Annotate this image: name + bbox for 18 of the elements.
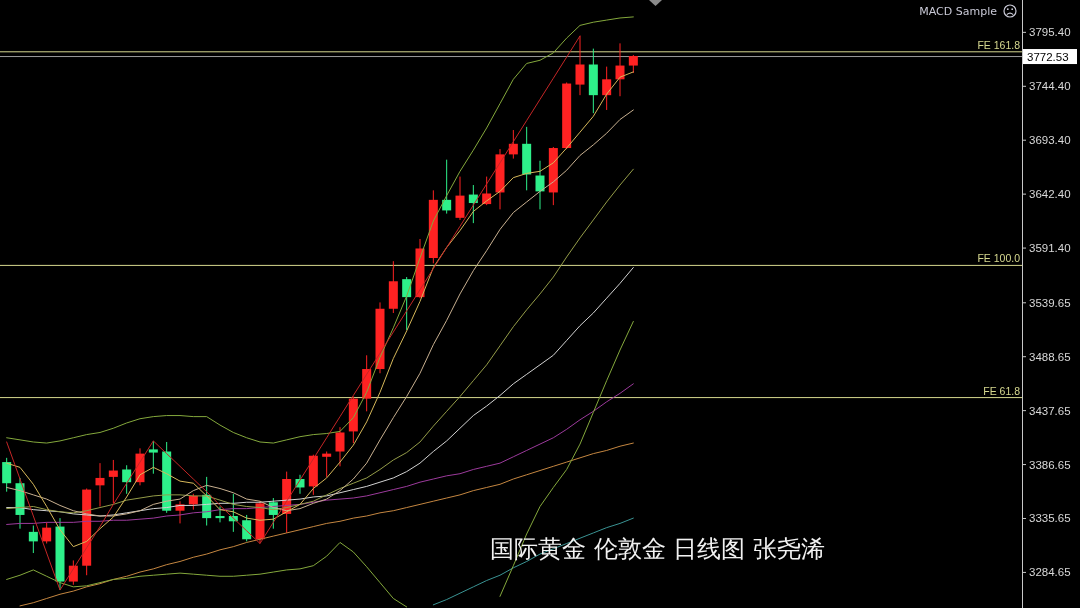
price-label: 3772.53 [1023, 49, 1077, 65]
y-tick-label: 3642.40 [1029, 188, 1071, 201]
y-tick-label: 3591.40 [1029, 242, 1071, 255]
y-tick-label: 3795.40 [1029, 26, 1071, 39]
ref-line-label: FE 61.8 [983, 384, 1020, 397]
ref-line-label: 3772.53 [1027, 50, 1069, 63]
y-tick-label: 3386.65 [1029, 458, 1071, 471]
annotation: 国际黄金 伦敦金 日线图 张尧浠 [490, 535, 825, 563]
y-tick-label: 3284.65 [1029, 566, 1071, 579]
y-tick-label: 3744.40 [1029, 80, 1071, 93]
y-tick-label: 3693.40 [1029, 134, 1071, 147]
y-tick-label: 3437.65 [1029, 404, 1071, 417]
annotation: MACD Sample [919, 5, 997, 18]
ref-line-label: FE 161.8 [977, 38, 1020, 51]
ref-line-label: FE 100.0 [977, 252, 1020, 265]
y-tick-label: 3335.65 [1029, 512, 1071, 525]
y-tick-label: 3488.65 [1029, 350, 1071, 363]
y-tick-label: 3539.65 [1029, 296, 1071, 309]
